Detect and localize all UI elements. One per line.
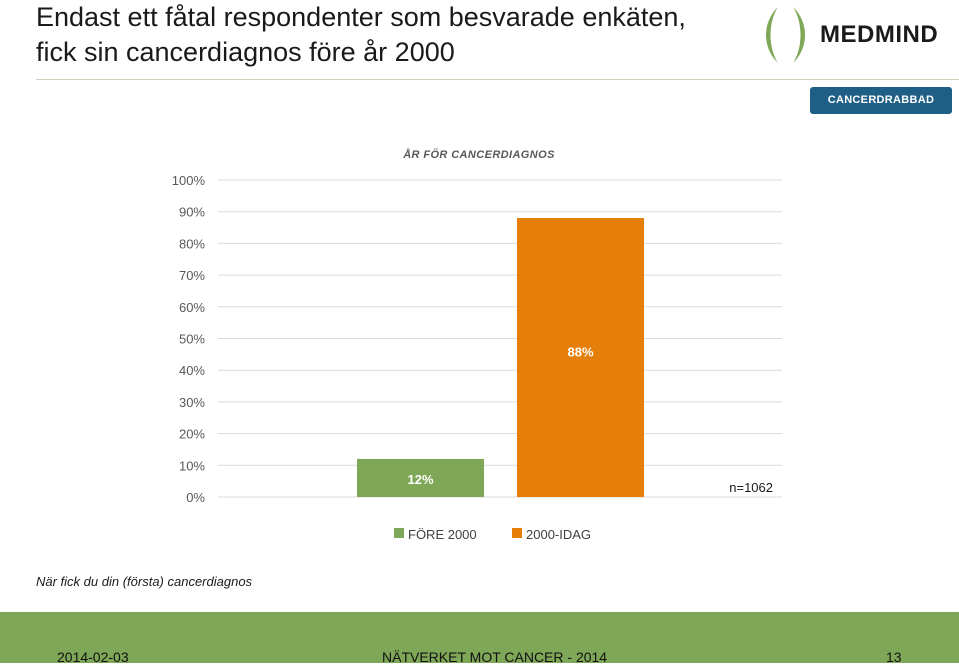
chart-title: ÅR FÖR CANCERDIAGNOS — [402, 148, 555, 161]
footer-center-text: NÄTVERKET MOT CANCER - 2014 — [382, 649, 608, 665]
y-tick-label: 70% — [179, 268, 205, 283]
slide-title: Endast ett fåtal respondenter som besvar… — [36, 0, 756, 70]
legend-label: FÖRE 2000 — [408, 527, 477, 542]
y-tick-label: 50% — [179, 332, 205, 347]
page-number: 13 — [886, 649, 902, 665]
bar-1 — [517, 218, 644, 498]
data-label: 88% — [567, 345, 593, 360]
header-divider — [36, 79, 959, 80]
slide-title-line1: Endast ett fåtal respondenter som besvar… — [36, 2, 686, 32]
y-tick-label: 20% — [179, 427, 205, 442]
y-tick-label: 60% — [179, 300, 205, 315]
y-tick-label: 0% — [186, 490, 205, 505]
y-tick-label: 100% — [172, 173, 206, 188]
legend-swatch — [394, 528, 404, 538]
sample-size-annotation: n=1062 — [729, 480, 773, 495]
bar-0 — [357, 458, 484, 497]
question-caption: När fick du din (första) cancerdiagnos — [36, 574, 253, 589]
slide-title-line2: fick sin cancerdiagnos före år 2000 — [36, 37, 455, 67]
medmind-logo: MEDMIND — [760, 2, 955, 68]
footer-date: 2014-02-03 — [57, 649, 129, 665]
logo-text: MEDMIND — [820, 21, 939, 48]
y-tick-label: 80% — [179, 236, 205, 251]
parentheses-logo-icon — [766, 7, 805, 63]
y-tick-label: 30% — [179, 395, 205, 410]
legend-label: 2000-IDAG — [526, 527, 591, 542]
bar-chart: 0% 10% 20% 30% 40% 50% 60% 70% 80% 90% 100% ÅR FÖR … — [172, 148, 782, 542]
category-badge: CANCERDRABBAD — [810, 87, 952, 114]
y-tick-label: 40% — [179, 363, 205, 378]
legend-swatch — [512, 528, 522, 538]
y-tick-label: 10% — [179, 458, 205, 473]
y-tick-label: 90% — [179, 205, 205, 220]
footer-bar: 2014-02-03 NÄTVERKET MOT CANCER - 2014 1… — [0, 612, 959, 665]
data-label: 12% — [407, 472, 433, 487]
